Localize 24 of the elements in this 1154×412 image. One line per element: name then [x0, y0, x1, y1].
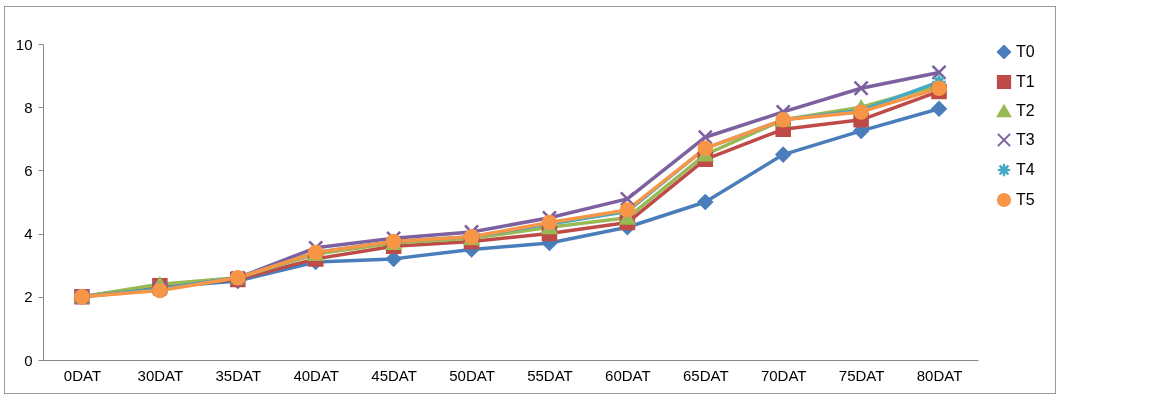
- x-tick-label: 30DAT: [137, 366, 184, 384]
- legend-label: T0: [1016, 43, 1035, 60]
- x-tick-label: 0DAT: [63, 366, 102, 384]
- y-tick-label: 4: [24, 225, 33, 243]
- legend-label: T5: [1016, 191, 1035, 208]
- x-tick-label: 70DAT: [760, 366, 807, 384]
- y-tick-label: 2: [24, 288, 33, 306]
- y-tick-label: 8: [24, 98, 33, 116]
- x-tick-label: 45DAT: [371, 366, 417, 384]
- legend-label: T4: [1016, 161, 1035, 178]
- x-tick-label: 65DAT: [683, 366, 729, 384]
- x-tick-label: 40DAT: [293, 366, 339, 384]
- x-tick-label: 55DAT: [527, 366, 573, 384]
- legend-label: T1: [1016, 73, 1035, 90]
- x-tick-label: 50DAT: [449, 366, 495, 384]
- legend-label: T2: [1016, 102, 1035, 119]
- x-tick-label: 35DAT: [215, 366, 262, 384]
- legend-label: T3: [1016, 131, 1035, 148]
- x-tick-label: 75DAT: [838, 366, 885, 384]
- y-tick-label: 6: [24, 161, 33, 179]
- y-tick-label: 10: [15, 35, 33, 53]
- x-tick-label: 80DAT: [916, 366, 963, 384]
- x-tick-label: 60DAT: [605, 366, 651, 384]
- y-tick-label: 0: [24, 351, 33, 369]
